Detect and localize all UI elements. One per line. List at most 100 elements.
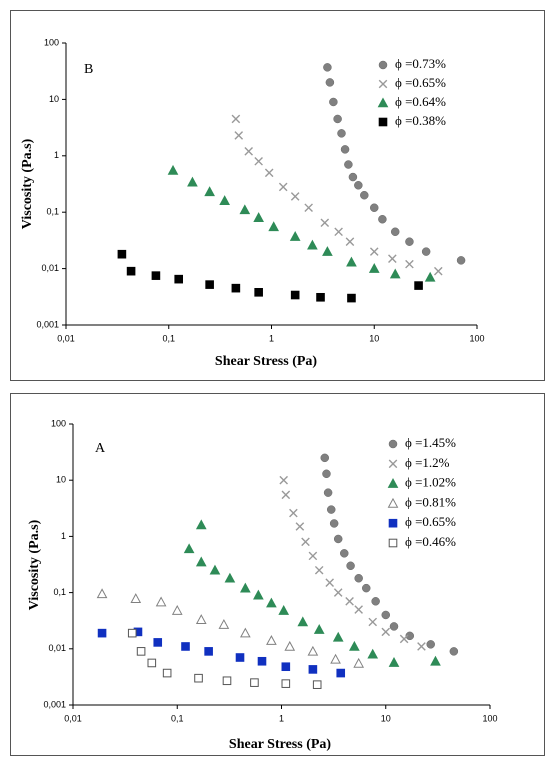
x-tick-label: 1 — [269, 333, 274, 343]
point — [424, 271, 436, 282]
point — [289, 508, 298, 518]
point — [333, 534, 343, 544]
point — [281, 679, 291, 688]
point — [449, 647, 459, 656]
point — [405, 259, 414, 269]
point — [240, 582, 251, 593]
y-tick-label: 0,1 — [46, 207, 59, 217]
point — [414, 281, 423, 290]
point — [290, 290, 300, 300]
point — [183, 543, 195, 554]
point — [399, 634, 409, 644]
point — [278, 604, 290, 615]
point — [456, 256, 466, 265]
y-axis-title: Viscosity (Pa.s) — [27, 519, 42, 610]
cross-stroke — [301, 537, 310, 547]
cross-stroke — [333, 588, 343, 597]
point — [195, 556, 207, 567]
cross-stroke — [264, 168, 274, 178]
point — [304, 203, 313, 213]
legend-marker — [377, 97, 389, 108]
cross-stroke — [290, 192, 300, 201]
legend-label: ϕ =0.81% — [405, 494, 456, 509]
point — [97, 628, 107, 638]
y-tick-label: 10 — [56, 475, 66, 485]
point — [353, 657, 365, 668]
legend-marker — [388, 518, 398, 528]
cross-stroke — [369, 247, 379, 256]
cross-stroke — [304, 203, 313, 213]
cross-stroke — [308, 551, 318, 561]
point — [369, 247, 379, 256]
point — [430, 655, 441, 666]
point — [171, 604, 183, 615]
y-tick-label: 0,01 — [41, 263, 59, 273]
cross-stroke — [234, 131, 244, 140]
point — [281, 490, 291, 500]
y-tick-label: 0,1 — [53, 587, 66, 597]
point — [151, 271, 161, 280]
point — [155, 596, 167, 607]
point — [322, 246, 333, 256]
cross-stroke — [320, 218, 330, 228]
point — [195, 519, 207, 530]
point — [433, 266, 443, 276]
point — [323, 63, 332, 72]
point — [301, 537, 310, 547]
point — [354, 574, 363, 583]
legend-label: ϕ =0.38% — [395, 113, 446, 128]
point — [222, 676, 232, 686]
cross-stroke — [278, 182, 288, 192]
cross-stroke — [281, 490, 291, 500]
point — [194, 673, 203, 683]
point — [297, 616, 309, 627]
cross-stroke — [417, 642, 426, 651]
point — [354, 605, 363, 614]
legend-marker — [388, 439, 398, 449]
point — [325, 578, 334, 587]
point — [337, 129, 346, 138]
point — [218, 619, 230, 629]
point — [290, 192, 300, 201]
point — [354, 181, 363, 190]
point — [340, 145, 350, 154]
cross-stroke — [354, 605, 363, 614]
point — [326, 505, 336, 514]
cross-stroke — [345, 237, 355, 246]
point — [187, 176, 198, 187]
point — [340, 549, 349, 558]
y-tick-label: 10 — [49, 94, 59, 104]
point — [361, 583, 371, 593]
point — [281, 662, 291, 672]
point — [320, 453, 330, 463]
point — [330, 653, 341, 664]
x-axis-title: Shear Stress (Pa) — [215, 354, 317, 369]
point — [235, 653, 245, 662]
x-tick-label: 0,01 — [64, 713, 82, 723]
x-tick-label: 100 — [469, 333, 484, 343]
point — [174, 274, 184, 284]
legend-label: ϕ =0.46% — [405, 534, 456, 549]
cross-stroke — [314, 565, 324, 575]
legend-marker — [388, 538, 398, 548]
y-tick-label: 0,01 — [48, 643, 66, 653]
x-axis-title: Shear Stress (Pa) — [229, 737, 331, 752]
point — [96, 588, 108, 599]
cross-stroke — [289, 508, 298, 518]
point — [231, 283, 241, 293]
point — [333, 114, 342, 124]
x-tick-label: 0,01 — [57, 333, 75, 343]
cross-stroke — [388, 254, 397, 263]
point — [417, 642, 426, 651]
y-tick-label: 1 — [54, 150, 59, 160]
cross-stroke — [399, 634, 409, 644]
point — [250, 678, 259, 687]
legend-label: ϕ =0.64% — [395, 94, 446, 109]
x-tick-label: 10 — [381, 713, 391, 723]
cross-stroke — [368, 617, 378, 627]
cross-stroke — [381, 627, 391, 637]
point — [219, 195, 230, 205]
point — [332, 631, 344, 642]
cross-stroke — [244, 147, 254, 156]
x-tick-label: 10 — [369, 333, 379, 343]
